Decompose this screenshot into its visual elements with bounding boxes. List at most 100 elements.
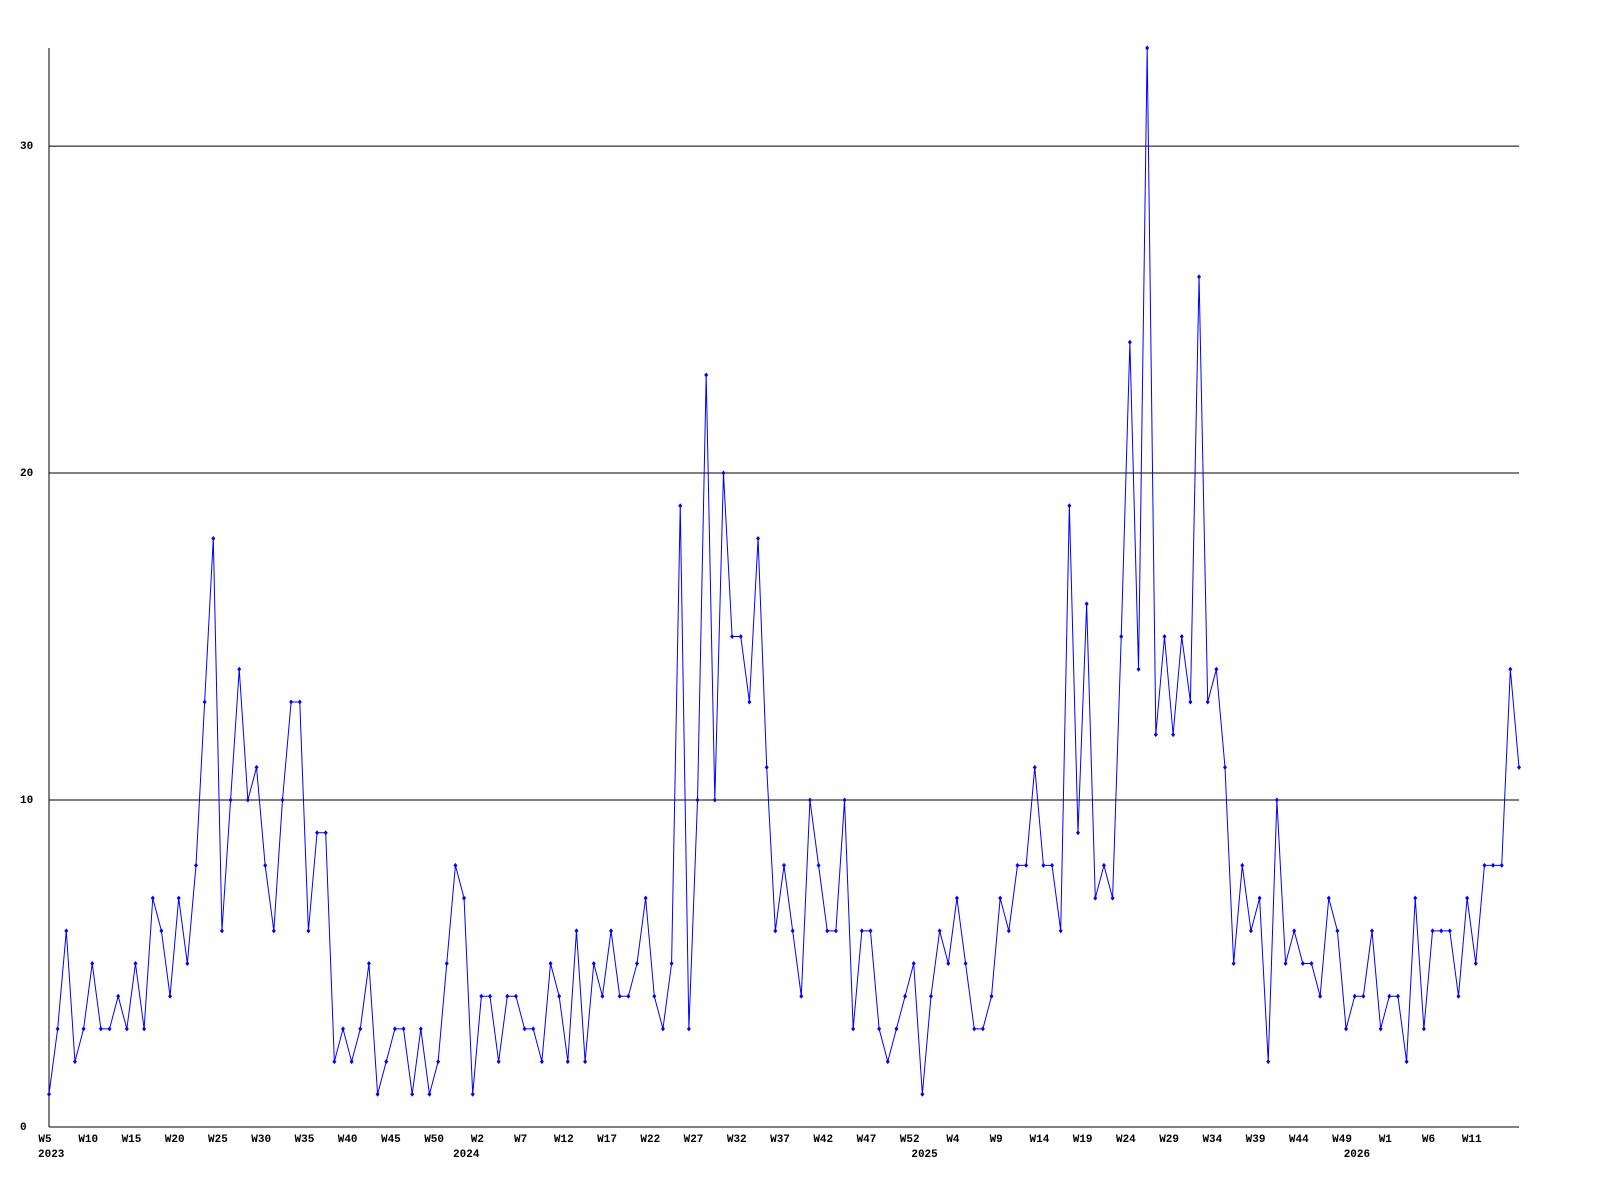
- point-marker: [1517, 764, 1521, 770]
- point-marker: [496, 1059, 501, 1065]
- x-tick-label: W19: [1073, 1134, 1093, 1146]
- point-marker: [565, 1059, 570, 1065]
- point-marker: [1076, 830, 1080, 836]
- point-marker: [366, 961, 371, 967]
- point-marker: [1024, 862, 1029, 868]
- point-marker: [427, 1091, 432, 1097]
- point-marker: [877, 1026, 882, 1032]
- point-marker: [989, 993, 994, 999]
- point-marker: [972, 1026, 977, 1032]
- point-marker: [159, 928, 164, 934]
- point-marker: [1404, 1059, 1409, 1065]
- point-marker: [1508, 666, 1513, 672]
- point-marker: [453, 862, 458, 868]
- point-marker: [1223, 764, 1227, 770]
- point-marker: [686, 1026, 691, 1032]
- point-marker: [825, 928, 830, 934]
- point-marker: [384, 1059, 389, 1065]
- point-marker: [168, 993, 173, 999]
- point-marker: [462, 895, 467, 901]
- point-marker: [600, 993, 605, 999]
- point-marker: [1309, 961, 1314, 967]
- point-marker: [202, 699, 207, 705]
- point-marker: [1482, 862, 1487, 868]
- x-tick-label: W40: [338, 1134, 358, 1146]
- point-marker: [738, 634, 743, 640]
- point-marker: [150, 895, 155, 901]
- point-marker: [903, 993, 908, 999]
- point-marker: [531, 1026, 536, 1032]
- point-marker: [1335, 928, 1340, 934]
- point-marker: [488, 993, 492, 999]
- x-tick-label: W10: [78, 1134, 98, 1146]
- point-marker: [176, 895, 181, 901]
- point-marker: [747, 699, 752, 705]
- point-marker: [695, 797, 700, 803]
- x-tick-label: W11: [1462, 1134, 1482, 1146]
- point-marker: [1318, 993, 1323, 999]
- point-marker: [444, 961, 449, 967]
- x-tick-label: W22: [640, 1134, 660, 1146]
- x-tick-label: W44: [1289, 1134, 1309, 1146]
- point-marker: [479, 993, 484, 999]
- point-marker: [833, 928, 838, 934]
- x-tick-label: W50: [424, 1134, 444, 1146]
- point-marker: [81, 1026, 86, 1032]
- point-marker: [228, 797, 233, 803]
- x-tick-label: W42: [813, 1134, 833, 1146]
- point-marker: [1041, 862, 1046, 868]
- point-marker: [237, 666, 242, 672]
- point-marker: [963, 961, 968, 967]
- point-marker: [937, 928, 942, 934]
- point-marker: [1473, 961, 1478, 967]
- point-marker: [72, 1059, 77, 1065]
- point-marker: [1447, 928, 1452, 934]
- point-marker: [1015, 862, 1020, 868]
- point-marker: [1370, 928, 1374, 934]
- point-marker: [64, 928, 69, 934]
- point-marker: [211, 535, 216, 541]
- point-marker: [1162, 634, 1167, 640]
- point-marker: [410, 1091, 415, 1097]
- point-marker: [1240, 862, 1245, 868]
- point-marker: [306, 928, 311, 934]
- x-tick-label: W30: [251, 1134, 271, 1146]
- point-marker: [773, 928, 778, 934]
- point-marker: [315, 830, 320, 836]
- point-marker: [764, 764, 769, 770]
- x-tick-label: W25: [208, 1134, 228, 1146]
- point-marker: [1257, 895, 1262, 901]
- point-marker: [678, 503, 683, 509]
- x-tick-label: W24: [1116, 1134, 1136, 1146]
- point-marker: [341, 1026, 345, 1032]
- point-marker: [807, 797, 812, 803]
- point-marker: [548, 961, 553, 967]
- x-tick-label: W49: [1332, 1134, 1352, 1146]
- point-marker: [591, 961, 596, 967]
- x-tick-label: W4: [946, 1134, 960, 1146]
- point-marker: [782, 862, 786, 868]
- point-marker: [1421, 1026, 1426, 1032]
- x-tick-label: W37: [770, 1134, 790, 1146]
- point-marker: [1171, 732, 1176, 738]
- point-marker: [1361, 993, 1366, 999]
- point-marker: [522, 1026, 527, 1032]
- point-marker: [790, 928, 795, 934]
- point-marker: [1395, 993, 1400, 999]
- y-tick-label: 20: [20, 468, 33, 480]
- point-marker: [1084, 601, 1089, 607]
- point-marker: [219, 928, 224, 934]
- point-marker: [349, 1059, 354, 1065]
- point-marker: [1119, 634, 1124, 640]
- point-marker: [1352, 993, 1357, 999]
- point-marker: [1101, 862, 1106, 868]
- point-marker: [1499, 862, 1504, 868]
- x-tick-label: W14: [1030, 1134, 1050, 1146]
- point-marker: [980, 1026, 985, 1032]
- point-marker: [98, 1026, 103, 1032]
- point-marker: [1387, 993, 1392, 999]
- point-marker: [617, 993, 622, 999]
- point-marker: [1456, 993, 1461, 999]
